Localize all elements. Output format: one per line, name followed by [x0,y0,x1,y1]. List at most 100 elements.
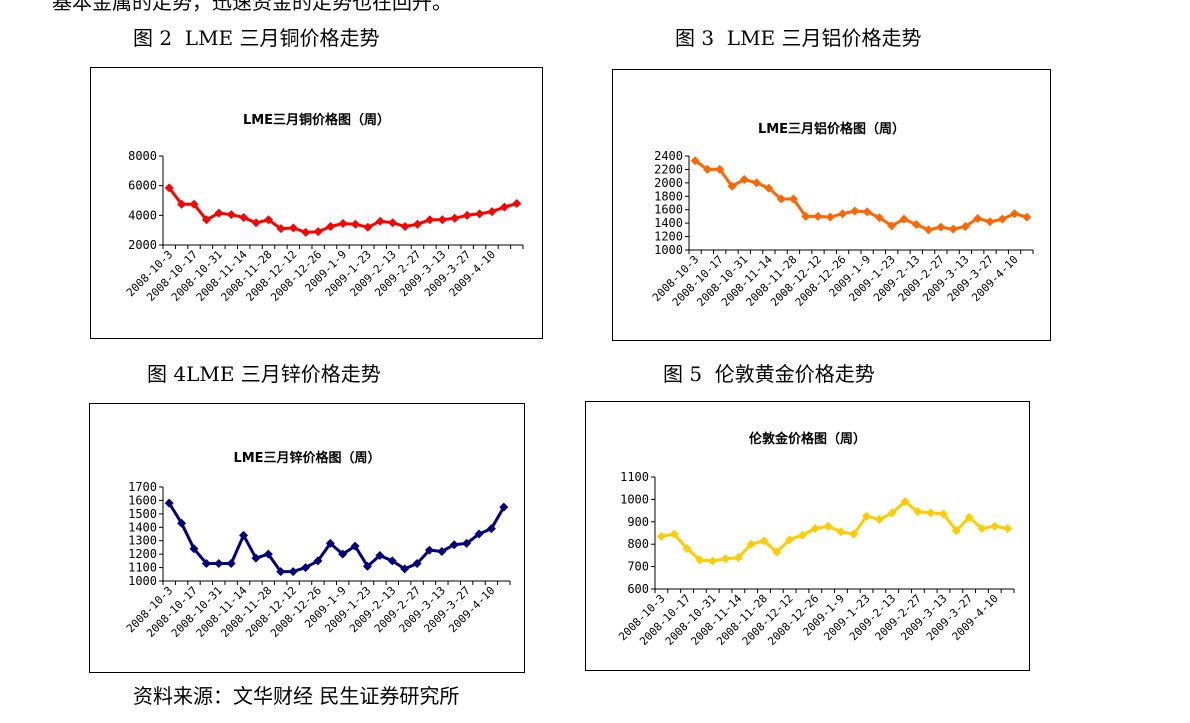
data-point [412,219,422,229]
data-point [797,530,807,540]
data-point [201,559,211,569]
y-tick-label: 900 [627,515,649,529]
data-point [350,219,360,229]
data-point [997,214,1007,224]
data-point [251,218,261,228]
data-point [189,199,199,209]
data-point [338,549,348,559]
data-point [263,549,273,559]
data-point [926,508,936,518]
data-point [177,199,187,209]
data-point [951,526,961,536]
copper-chart-svg: LME三月铜价格图（周）20004000600080002008-10-3200… [124,112,524,304]
data-point [189,544,199,554]
data-point [810,524,820,534]
data-point [264,215,274,225]
data-point [487,207,497,217]
data-point [825,212,835,222]
data-point [375,216,385,226]
y-tick-label: 1800 [654,189,683,203]
zinc-price-chart: LME三月锌价格图（周） 1000 1100 1200 1300 1400 1500 1600… [89,403,525,673]
data-point [350,541,360,551]
data-point [201,215,211,225]
data-point [462,210,472,220]
chart-title: LME三月铝价格图（周） [758,121,905,137]
data-point [499,202,509,212]
data-point [474,529,484,539]
data-point [801,211,811,221]
data-point [948,224,958,234]
figure-4-caption: 图 4LME 三月锌价格走势 [147,362,381,386]
y-tick-label: 8000 [128,149,157,163]
data-point [226,210,236,220]
gold-series-line [661,500,1008,563]
y-tick-label: 1000 [128,574,157,588]
data-point [301,227,311,237]
y-tick-label: 800 [627,537,649,551]
data-point [911,219,921,229]
data-point [177,518,187,528]
data-point [695,555,705,565]
y-tick-label: 700 [627,560,649,574]
copy-price-chart: LME三月铜价格图（周） 2000 4000 6000 8000 2008-10-3 200… [90,67,543,339]
y-tick-label: 1400 [128,520,157,534]
data-point [363,222,373,232]
y-tick-label: 1000 [620,492,649,506]
data-point [977,524,987,534]
data-point [425,215,435,225]
aluminum-series-line [694,159,1028,232]
y-tick-label: 600 [627,582,649,596]
y-tick-label: 1200 [654,230,683,244]
intro-text-fragment: 基本金属的走势，迅速资金的走势也在回升。 [52,0,452,14]
data-point [499,502,509,512]
data-point [973,213,983,223]
data-point [251,553,261,563]
data-point [899,214,909,224]
data-point [887,508,897,518]
data-point [900,497,910,507]
data-point [475,209,485,219]
data-point [752,178,762,188]
data-point [486,524,496,534]
y-tick-label: 1100 [128,561,157,575]
y-tick-label: 1600 [654,203,683,217]
data-point [239,530,249,540]
data-point [276,224,286,234]
data-point [338,218,348,228]
data-point [715,164,725,174]
data-point [239,213,249,223]
data-point [913,507,923,517]
data-point [1010,209,1020,219]
data-point [772,547,782,557]
y-tick-label: 1200 [128,547,157,561]
data-point [788,194,798,204]
chart-title: 伦敦金价格图（周） [749,431,866,447]
data-point [702,164,712,174]
data-point [412,559,422,569]
data-point [850,206,860,216]
y-tick-label: 2000 [654,176,683,190]
data-point [990,521,1000,531]
data-point [739,175,749,184]
data-point [313,227,323,237]
data-point [326,221,336,231]
data-point [276,567,286,577]
data-point [437,546,447,556]
data-point [938,509,948,519]
data-point [813,211,823,221]
data-point [924,225,934,235]
data-point [960,222,970,231]
figure-2-caption: 图 2 LME 三月铜价格走势 [133,26,380,50]
data-point [764,183,774,193]
y-tick-label: 2000 [128,238,157,252]
data-point [721,554,731,564]
data-point [164,183,174,193]
data-point [656,531,666,541]
data-point [733,553,743,563]
data-point [862,207,872,217]
data-point [785,535,795,545]
y-tick-label: 1600 [128,493,157,507]
data-point [424,545,434,555]
data-point [1022,212,1032,222]
zinc-series-line [167,502,506,574]
